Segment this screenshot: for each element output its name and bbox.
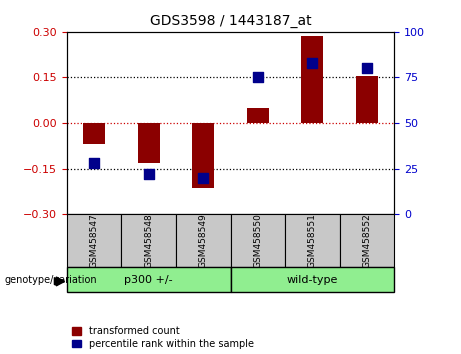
Text: GSM458547: GSM458547 — [89, 213, 99, 268]
Text: wild-type: wild-type — [287, 275, 338, 285]
Bar — [340, 214, 394, 267]
Bar — [192, 123, 214, 188]
Point — [90, 160, 98, 166]
Bar — [176, 214, 230, 267]
Bar — [356, 76, 378, 123]
Point — [145, 171, 152, 177]
Bar — [83, 123, 105, 144]
Point — [363, 65, 371, 71]
Text: GSM458548: GSM458548 — [144, 213, 153, 268]
Bar — [121, 214, 176, 267]
Bar — [138, 123, 160, 162]
Text: GSM458551: GSM458551 — [308, 213, 317, 268]
Legend: transformed count, percentile rank within the sample: transformed count, percentile rank withi… — [72, 326, 254, 349]
Bar — [247, 108, 269, 123]
Bar — [67, 267, 230, 292]
Text: p300 +/-: p300 +/- — [124, 275, 173, 285]
Point — [309, 60, 316, 66]
Title: GDS3598 / 1443187_at: GDS3598 / 1443187_at — [150, 14, 311, 28]
Bar — [67, 214, 121, 267]
Point — [200, 175, 207, 181]
Text: genotype/variation: genotype/variation — [5, 275, 97, 285]
Bar — [301, 36, 323, 123]
Bar — [230, 214, 285, 267]
Point — [254, 75, 261, 80]
Text: GSM458549: GSM458549 — [199, 213, 208, 268]
Text: GSM458552: GSM458552 — [362, 213, 372, 268]
Bar — [230, 267, 394, 292]
Bar — [285, 214, 340, 267]
Text: GSM458550: GSM458550 — [253, 213, 262, 268]
FancyArrow shape — [54, 277, 65, 286]
